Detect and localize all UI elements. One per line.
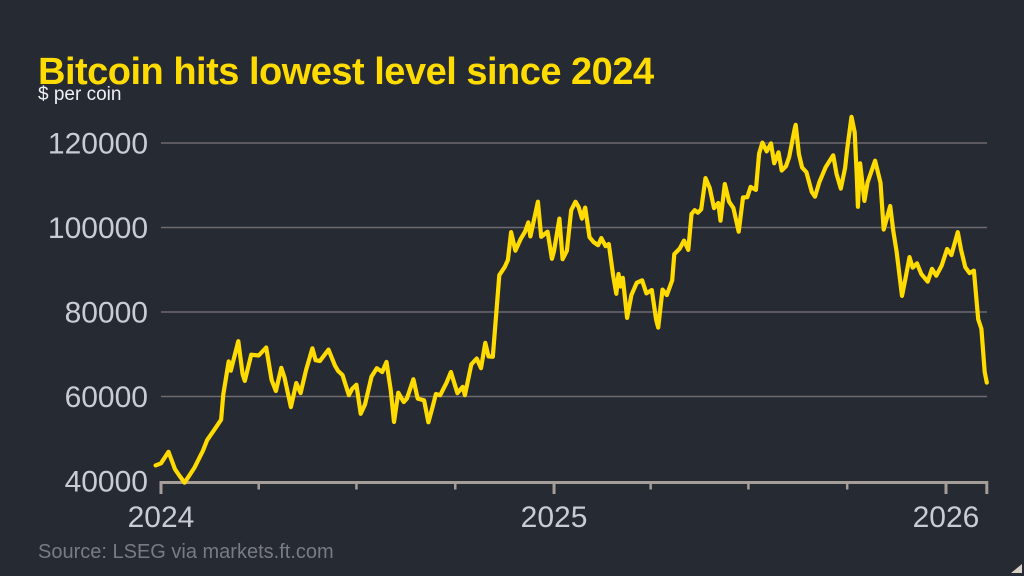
- x-axis-tick-labels: 2024 2025 2026: [128, 501, 980, 534]
- y-axis-tick-labels: 120000 100000 80000 60000 40000: [48, 128, 148, 499]
- x-axis: [159, 481, 989, 494]
- bitcoin-price-line: [153, 114, 989, 485]
- y-tick-label-120000: 120000: [48, 128, 148, 161]
- y-tick-label-40000: 40000: [65, 466, 148, 499]
- chart-title: Bitcoin hits lowest level since 2024: [38, 51, 654, 94]
- y-tick-label-60000: 60000: [65, 381, 148, 414]
- source-note: Source: LSEG via markets.ft.com: [38, 541, 334, 563]
- resize-triangle-icon[interactable]: [1011, 564, 1022, 573]
- x-tick-label-2026: 2026: [913, 501, 980, 534]
- y-tick-label-80000: 80000: [65, 297, 148, 330]
- x-tick-label-2025: 2025: [521, 501, 588, 534]
- x-tick-label-2024: 2024: [128, 501, 195, 534]
- chart-subtitle-units: $ per coin: [38, 84, 122, 105]
- y-tick-label-100000: 100000: [48, 212, 148, 245]
